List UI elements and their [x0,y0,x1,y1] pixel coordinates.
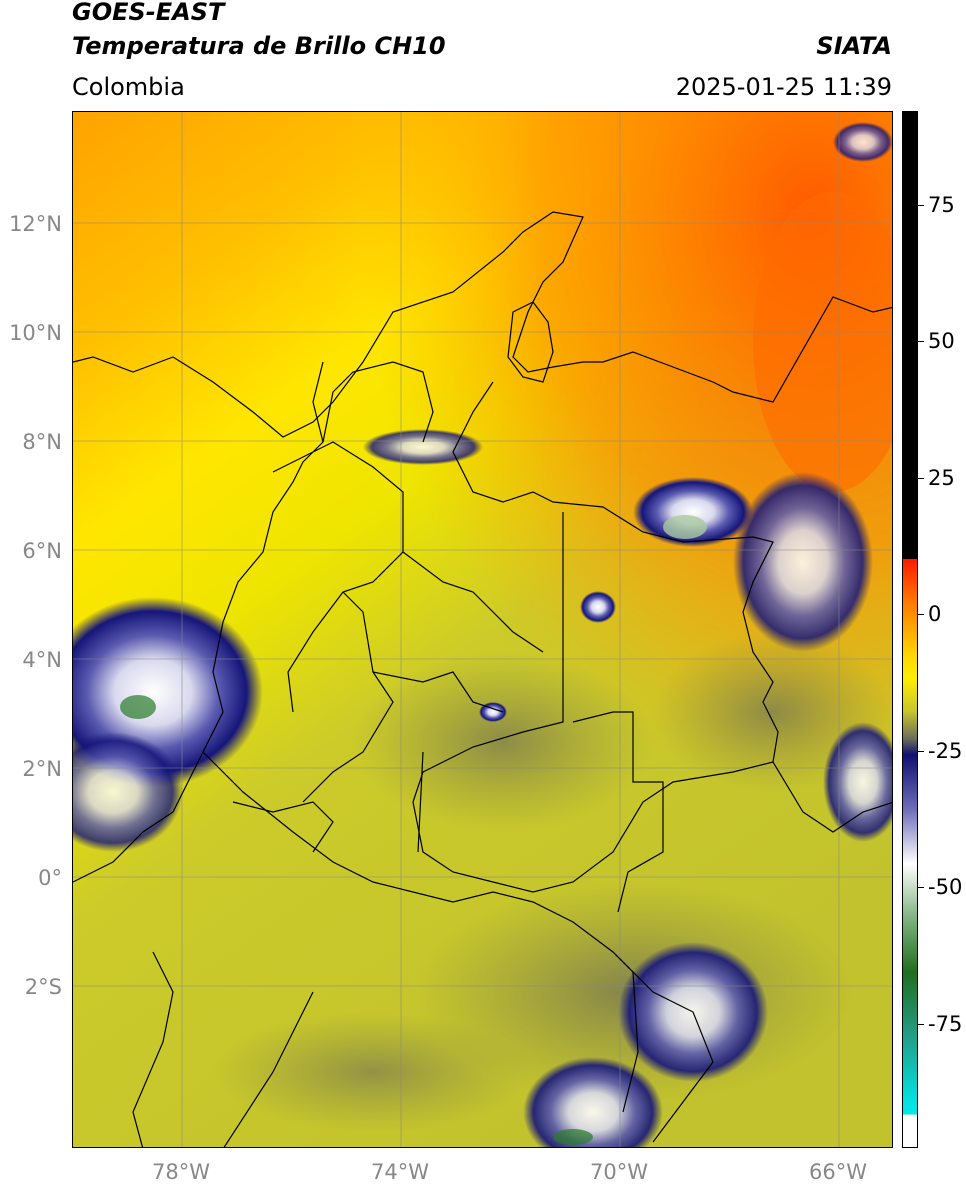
lon-label-70w: 70°W [590,1160,648,1184]
lat-label-2n: 2°N [22,757,62,781]
region-label: Colombia [72,73,185,101]
colorbar-tick-25 [918,478,924,479]
colorbar-tick-neg50 [918,887,924,888]
lon-label-78w: 78°W [152,1160,210,1184]
lon-label-66w: 66°W [809,1160,867,1184]
lat-label-0: 0° [38,866,62,890]
product-title: Temperatura de Brillo CH10 [72,32,446,60]
colorbar-label-neg25: -25 [928,739,963,763]
colorbar [902,111,918,1148]
lat-label-6n: 6°N [22,539,62,563]
satellite-map[interactable] [72,111,893,1148]
colorbar-gradient [903,112,917,1147]
colorbar-label-neg75: -75 [928,1012,963,1036]
map-canvas [73,112,892,1147]
lon-label-74w: 74°W [371,1160,429,1184]
boundaries [73,211,892,1147]
colorbar-tick-75 [918,205,924,206]
colorbar-tick-0 [918,614,924,615]
satellite-title: GOES-EAST [72,0,225,26]
colorbar-label-75: 75 [928,193,955,217]
organization-label: SIATA [816,32,892,60]
colorbar-label-0: 0 [928,602,942,626]
colorbar-tick-50 [918,341,924,342]
graticule [73,112,892,1147]
lat-label-2s: 2°S [24,975,62,999]
colorbar-label-25: 25 [928,466,955,490]
lat-label-8n: 8°N [22,430,62,454]
timestamp-label: 2025-01-25 11:39 [675,73,892,101]
lat-label-10n: 10°N [9,321,62,345]
colorbar-tick-neg75 [918,1024,924,1025]
colorbar-label-50: 50 [928,329,955,353]
lat-label-12n: 12°N [9,212,62,236]
lat-label-4n: 4°N [22,648,62,672]
colorbar-tick-neg25 [918,751,924,752]
colorbar-label-neg50: -50 [928,875,963,899]
